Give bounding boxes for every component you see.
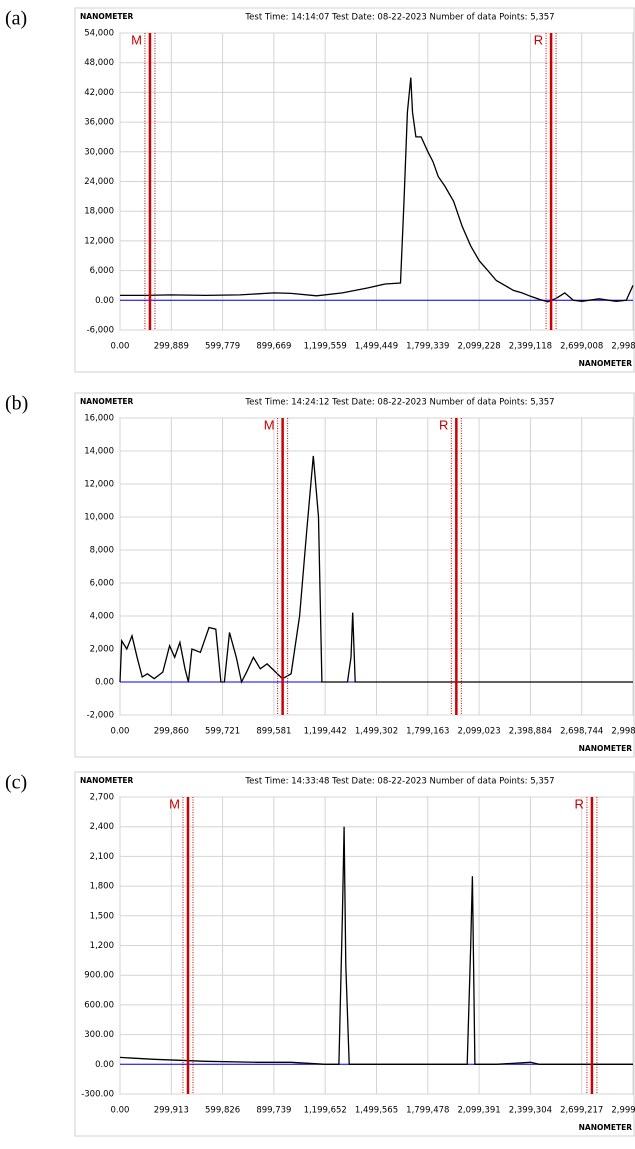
- x-axis-label: NANOMETER: [579, 359, 633, 368]
- x-tick-label: 0.00: [111, 342, 130, 352]
- y-tick-label: 30,000: [84, 147, 114, 157]
- x-tick-label: 1,799,163: [406, 727, 449, 737]
- y-tick-label: 600.00: [84, 1000, 114, 1010]
- x-tick-label: 2,698,744: [560, 727, 603, 737]
- y-tick-label: 16,000: [84, 414, 114, 424]
- data-line: [120, 77, 634, 303]
- x-tick-label: 2,699,217: [560, 1106, 603, 1116]
- y-tick-label: 14,000: [84, 447, 114, 457]
- x-axis-label: NANOMETER: [579, 1123, 633, 1132]
- cursor-label: R: [575, 796, 584, 811]
- panel-label: (c): [5, 772, 27, 794]
- x-tick-label: 299,913: [154, 1106, 189, 1116]
- y-tick-label: 24,000: [84, 177, 114, 187]
- x-axis-label: NANOMETER: [579, 744, 633, 753]
- cursor-label: R: [439, 417, 448, 432]
- x-tick-label: 2,399,304: [509, 1106, 552, 1116]
- x-tick-label: 1,499,565: [355, 1106, 398, 1116]
- chart-title: Test Time: 14:14:07 Test Date: 08-22-202…: [244, 13, 554, 23]
- y-tick-label: 0.00: [95, 296, 114, 306]
- y-tick-label: 2,400: [90, 822, 114, 832]
- x-tick-label: 599,826: [205, 1106, 240, 1116]
- y-tick-label: 12,000: [84, 236, 114, 246]
- x-tick-label: 899,581: [256, 727, 291, 737]
- y-tick-label: 1,500: [90, 911, 114, 921]
- cursor-label: R: [534, 32, 543, 47]
- y-tick-label: 42,000: [84, 88, 114, 98]
- x-tick-label: 1,799,478: [406, 1106, 449, 1116]
- y-tick-label: 18,000: [84, 207, 114, 217]
- y-tick-label: 4,000: [90, 612, 114, 622]
- x-tick-label: 899,669: [256, 342, 291, 352]
- x-tick-label: 2,099,391: [457, 1106, 500, 1116]
- y-tick-label: 6,000: [90, 579, 114, 589]
- y-axis-label: NANOMETER: [80, 12, 134, 21]
- y-tick-label: 1,800: [90, 882, 114, 892]
- x-tick-label: 599,721: [205, 727, 240, 737]
- x-tick-label: 2,099,228: [457, 342, 500, 352]
- y-axis-label: NANOMETER: [80, 776, 134, 785]
- x-tick-label: 599,779: [205, 342, 240, 352]
- y-tick-label: 0.00: [95, 1060, 114, 1070]
- x-tick-label: 2,398,884: [509, 727, 552, 737]
- y-tick-label: 1,200: [90, 941, 114, 951]
- y-tick-label: 8,000: [90, 546, 114, 556]
- x-tick-label: 299,860: [154, 727, 189, 737]
- y-tick-label: -2,000: [87, 711, 114, 721]
- y-tick-label: -300.00: [81, 1090, 114, 1100]
- cursor-label: M: [169, 796, 180, 811]
- x-tick-label: 899,739: [256, 1106, 291, 1116]
- x-tick-label: 1,499,302: [355, 727, 398, 737]
- x-tick-label: 299,889: [154, 342, 189, 352]
- cursor-label: M: [131, 32, 142, 47]
- y-tick-label: 36,000: [84, 118, 114, 128]
- x-tick-label: 2,998,898: [611, 342, 635, 352]
- y-tick-label: 6,000: [90, 266, 114, 276]
- x-tick-label: 2,099,023: [457, 727, 500, 737]
- data-line: [119, 455, 633, 684]
- y-tick-label: 12,000: [84, 480, 114, 490]
- x-tick-label: 1,199,652: [304, 1106, 347, 1116]
- x-tick-label: 1,199,442: [304, 727, 347, 737]
- x-tick-label: 2,699,008: [560, 342, 603, 352]
- chart-title: Test Time: 14:24:12 Test Date: 08-22-202…: [244, 398, 554, 408]
- x-tick-label: 1,199,559: [304, 342, 347, 352]
- x-tick-label: 0.00: [111, 727, 130, 737]
- y-tick-label: 48,000: [84, 58, 114, 68]
- y-tick-label: 2,700: [90, 793, 114, 803]
- y-tick-label: 300.00: [84, 1030, 114, 1040]
- y-tick-label: 900.00: [84, 971, 114, 981]
- y-tick-label: 54,000: [84, 29, 114, 39]
- data-line: [119, 826, 633, 1065]
- x-tick-label: 2,399,118: [509, 342, 552, 352]
- y-tick-label: 2,100: [90, 852, 114, 862]
- panel-label: (a): [5, 8, 27, 30]
- y-tick-label: 2,000: [90, 645, 114, 655]
- x-tick-label: 2,999,130: [611, 1106, 635, 1116]
- x-tick-label: 2,998,605: [611, 727, 635, 737]
- y-tick-label: 10,000: [84, 513, 114, 523]
- y-tick-label: -6,000: [87, 326, 114, 336]
- y-axis-label: NANOMETER: [80, 397, 134, 406]
- panel-label: (b): [5, 393, 28, 415]
- y-tick-label: 0.00: [95, 678, 114, 688]
- x-tick-label: 1,799,339: [406, 342, 449, 352]
- cursor-label: M: [264, 417, 275, 432]
- x-tick-label: 1,499,449: [355, 342, 398, 352]
- x-tick-label: 0.00: [111, 1106, 130, 1116]
- chart-title: Test Time: 14:33:48 Test Date: 08-22-202…: [244, 777, 554, 787]
